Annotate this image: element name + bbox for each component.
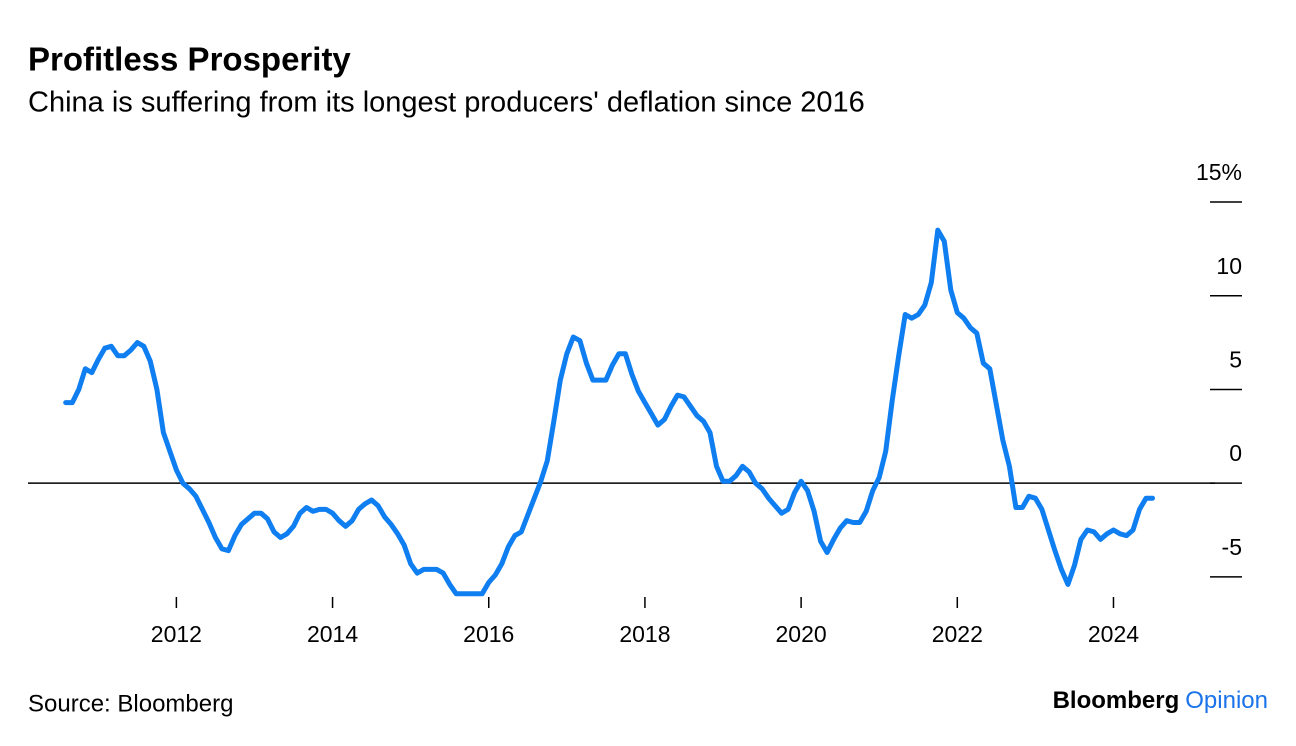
source-note: Source: Bloomberg	[28, 690, 233, 717]
chart-title: Profitless Prosperity	[28, 41, 351, 78]
x-tick-label: 2020	[776, 621, 827, 647]
x-tick-label: 2012	[151, 621, 202, 647]
x-tick-label: 2018	[619, 621, 670, 647]
x-tick-label: 2022	[932, 621, 983, 647]
logo-name: Bloomberg	[1053, 687, 1180, 714]
data-line	[63, 227, 1155, 597]
y-tick-label: 15%	[1196, 159, 1242, 185]
logo-section: Opinion	[1185, 687, 1268, 714]
x-tick-label: 2024	[1088, 621, 1139, 647]
y-tick-label: 10	[1216, 253, 1242, 279]
x-tick-label: 2016	[463, 621, 514, 647]
x-tick-label: 2014	[307, 621, 358, 647]
y-tick-label: 5	[1229, 347, 1242, 373]
y-tick-label: 0	[1229, 440, 1242, 466]
logo: Bloomberg Opinion	[1053, 687, 1268, 714]
chart-subtitle: China is suffering from its longest prod…	[28, 87, 865, 119]
y-tick-label: -5	[1222, 534, 1242, 560]
